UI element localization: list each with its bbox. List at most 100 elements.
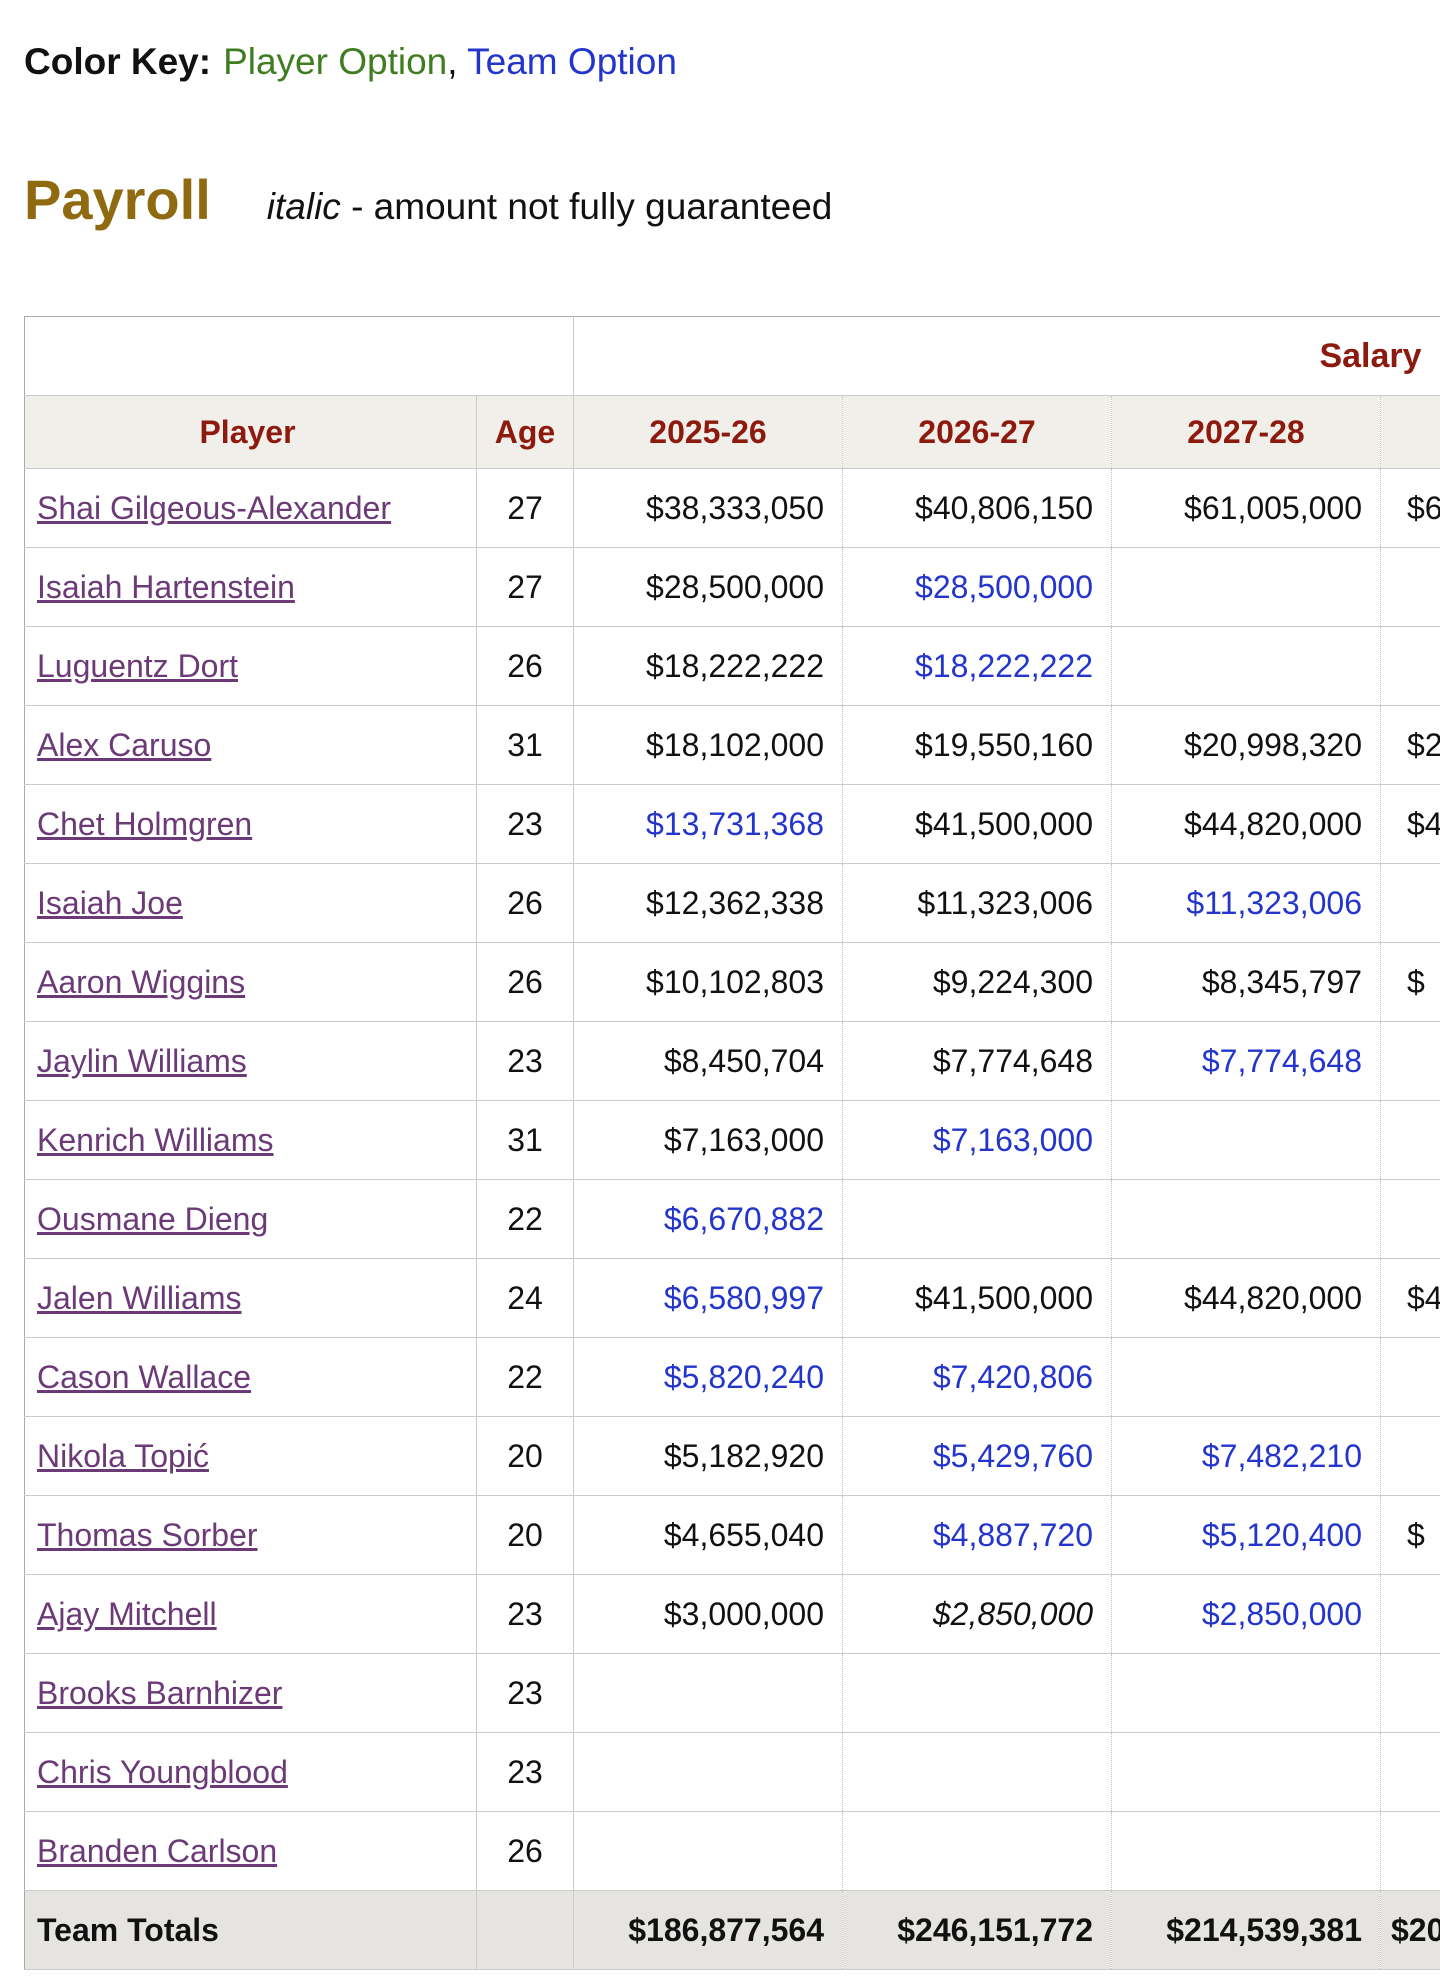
player-link[interactable]: Isaiah Joe bbox=[37, 885, 183, 921]
player-cell: Isaiah Joe bbox=[24, 863, 477, 943]
salary-cell bbox=[1380, 1021, 1440, 1101]
col-header-player[interactable]: Player bbox=[24, 395, 477, 469]
salary-cell: $4 bbox=[1380, 784, 1440, 864]
salary-cell bbox=[1111, 1100, 1381, 1180]
salary-cell: $44,820,000 bbox=[1111, 1258, 1381, 1338]
age-cell: 23 bbox=[476, 1653, 574, 1733]
col-header-2026-27[interactable]: 2026-27 bbox=[842, 395, 1112, 469]
team-totals-label: Team Totals bbox=[24, 1890, 477, 1970]
salary-cell: $19,550,160 bbox=[842, 705, 1112, 785]
player-link[interactable]: Jaylin Williams bbox=[37, 1043, 247, 1079]
salary-cell: $38,333,050 bbox=[573, 468, 843, 548]
player-link[interactable]: Ajay Mitchell bbox=[37, 1596, 217, 1632]
team-totals-value: $246,151,772 bbox=[842, 1890, 1112, 1970]
age-cell: 27 bbox=[476, 468, 574, 548]
table-row: Aaron Wiggins 26 $10,102,803 $9,224,300 $8,3… bbox=[24, 942, 1440, 1022]
salary-cell bbox=[1380, 626, 1440, 706]
salary-cell: $9,224,300 bbox=[842, 942, 1112, 1022]
salary-cell bbox=[1380, 1100, 1440, 1180]
salary-cell: $ bbox=[1380, 1495, 1440, 1575]
player-link[interactable]: Chris Youngblood bbox=[37, 1754, 288, 1790]
player-cell: Chris Youngblood bbox=[24, 1732, 477, 1812]
salary-cell: $10,102,803 bbox=[573, 942, 843, 1022]
player-link[interactable]: Ousmane Dieng bbox=[37, 1201, 269, 1237]
age-cell: 20 bbox=[476, 1495, 574, 1575]
player-link[interactable]: Branden Carlson bbox=[37, 1833, 278, 1869]
age-cell: 31 bbox=[476, 705, 574, 785]
player-cell: Branden Carlson bbox=[24, 1811, 477, 1891]
player-link[interactable]: Luguentz Dort bbox=[37, 648, 239, 684]
table-row: Jalen Williams 24 $6,580,997 $41,500,000 $44… bbox=[24, 1258, 1440, 1338]
player-link[interactable]: Brooks Barnhizer bbox=[37, 1675, 283, 1711]
salary-cell: $20,998,320 bbox=[1111, 705, 1381, 785]
table-row: Ajay Mitchell 23 $3,000,000 $2,850,000 $2,85… bbox=[24, 1574, 1440, 1654]
salary-cell: $5,429,760 bbox=[842, 1416, 1112, 1496]
player-cell: Brooks Barnhizer bbox=[24, 1653, 477, 1733]
player-link[interactable]: Aaron Wiggins bbox=[37, 964, 246, 1000]
player-link[interactable]: Jalen Williams bbox=[37, 1280, 242, 1316]
player-link[interactable]: Isaiah Hartenstein bbox=[37, 569, 295, 605]
note-italic-word: italic bbox=[266, 186, 341, 227]
salary-cell: $2,850,000 bbox=[842, 1574, 1112, 1654]
salary-cell bbox=[1111, 1653, 1381, 1733]
team-totals-value: $214,539,381 bbox=[1111, 1890, 1381, 1970]
table-row: Luguentz Dort 26 $18,222,222 $18,222,222 bbox=[24, 626, 1440, 706]
note-rest: - amount not fully guaranteed bbox=[340, 186, 833, 227]
player-link[interactable]: Alex Caruso bbox=[37, 727, 212, 763]
player-cell: Thomas Sorber bbox=[24, 1495, 477, 1575]
payroll-table: Salary PlayerAge2025-262026-272027-28202… bbox=[24, 316, 1440, 1970]
salary-cell: $41,500,000 bbox=[842, 784, 1112, 864]
player-link[interactable]: Cason Wallace bbox=[37, 1359, 252, 1395]
salary-cell bbox=[573, 1732, 843, 1812]
age-cell: 26 bbox=[476, 626, 574, 706]
salary-cell: $2,850,000 bbox=[1111, 1574, 1381, 1654]
col-header-2028-29[interactable]: 2028-29 bbox=[1380, 395, 1440, 469]
col-header-age[interactable]: Age bbox=[476, 395, 574, 469]
player-link[interactable]: Thomas Sorber bbox=[37, 1517, 258, 1553]
salary-cell bbox=[1380, 863, 1440, 943]
salary-cell: $4,655,040 bbox=[573, 1495, 843, 1575]
color-key: Color Key: Player Option, Team Option bbox=[24, 40, 1440, 84]
salary-cell: $44,820,000 bbox=[1111, 784, 1381, 864]
player-link[interactable]: Chet Holmgren bbox=[37, 806, 253, 842]
salary-cell: $7,774,648 bbox=[842, 1021, 1112, 1101]
salary-cell bbox=[1111, 1337, 1381, 1417]
age-cell: 23 bbox=[476, 1732, 574, 1812]
table-row: Branden Carlson 26 bbox=[24, 1811, 1440, 1891]
table-row: Ousmane Dieng 22 $6,670,882 bbox=[24, 1179, 1440, 1259]
salary-cell: $7,774,648 bbox=[1111, 1021, 1381, 1101]
salary-cell bbox=[1380, 547, 1440, 627]
player-option-legend: Player Option bbox=[223, 41, 448, 82]
col-header-2027-28[interactable]: 2027-28 bbox=[1111, 395, 1381, 469]
salary-cell: $2 bbox=[1380, 705, 1440, 785]
player-cell: Kenrich Williams bbox=[24, 1100, 477, 1180]
payroll-note: italic - amount not fully guaranteed bbox=[267, 186, 833, 228]
salary-cell bbox=[1111, 1179, 1381, 1259]
salary-cell: $7,163,000 bbox=[842, 1100, 1112, 1180]
salary-header-row: Salary bbox=[24, 316, 1440, 396]
salary-cell bbox=[1111, 1811, 1381, 1891]
salary-header: Salary bbox=[573, 316, 1440, 396]
salary-cell bbox=[573, 1653, 843, 1733]
team-totals-row: Team Totals $186,877,564 $246,151,772 $214,… bbox=[24, 1890, 1440, 1970]
blank-header-cell bbox=[24, 316, 574, 396]
salary-cell: $41,500,000 bbox=[842, 1258, 1112, 1338]
salary-cell: $13,731,368 bbox=[573, 784, 843, 864]
salary-cell bbox=[842, 1732, 1112, 1812]
salary-cell bbox=[1380, 1416, 1440, 1496]
color-key-label: Color Key: bbox=[24, 41, 212, 82]
salary-cell: $12,362,338 bbox=[573, 863, 843, 943]
player-link[interactable]: Shai Gilgeous-Alexander bbox=[37, 490, 391, 526]
player-link[interactable]: Kenrich Williams bbox=[37, 1122, 274, 1158]
player-link[interactable]: Nikola Topić bbox=[37, 1438, 209, 1474]
table-row: Isaiah Joe 26 $12,362,338 $11,323,006 $11,32… bbox=[24, 863, 1440, 943]
player-cell: Chet Holmgren bbox=[24, 784, 477, 864]
team-option-legend: Team Option bbox=[467, 41, 677, 82]
salary-cell: $5,120,400 bbox=[1111, 1495, 1381, 1575]
age-cell: 23 bbox=[476, 784, 574, 864]
color-key-separator: , bbox=[447, 41, 468, 82]
col-header-2025-26[interactable]: 2025-26 bbox=[573, 395, 843, 469]
payroll-title: Payroll bbox=[24, 168, 211, 231]
payroll-heading: Payroll italic - amount not fully guaran… bbox=[24, 168, 1440, 232]
